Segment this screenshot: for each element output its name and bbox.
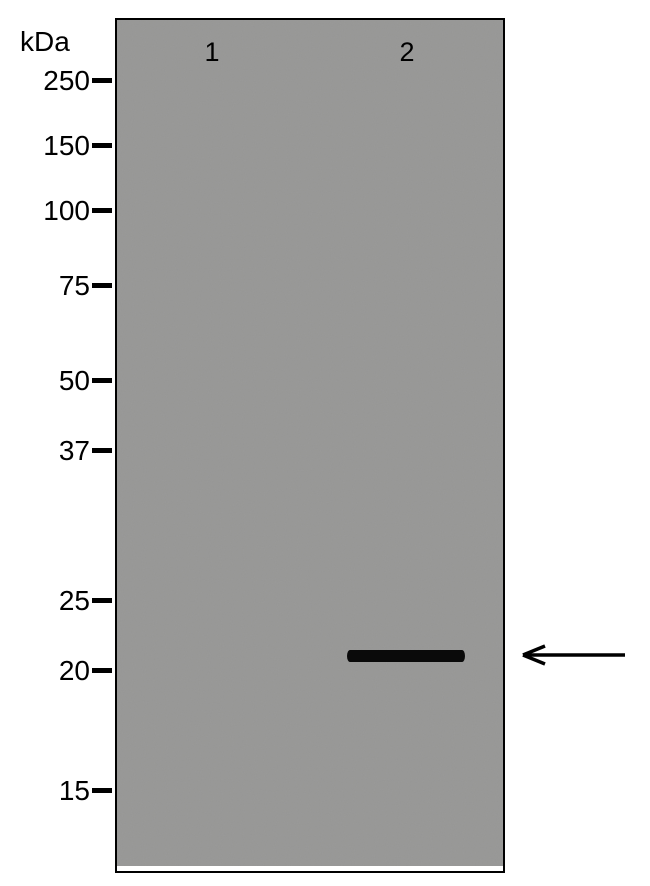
y-tick-mark: [92, 448, 112, 453]
y-tick-label: 150: [43, 130, 90, 162]
y-tick-mark: [92, 208, 112, 213]
y-tick-mark: [92, 598, 112, 603]
protein-band: [347, 650, 465, 662]
y-tick-mark: [92, 78, 112, 83]
y-tick-label: 25: [59, 585, 90, 617]
blot-membrane-background: [117, 20, 503, 866]
y-tick-mark: [92, 378, 112, 383]
y-axis-unit-label: kDa: [20, 26, 70, 58]
y-tick-label: 250: [43, 65, 90, 97]
y-tick-label: 15: [59, 775, 90, 807]
y-tick-label: 20: [59, 655, 90, 687]
y-tick-mark: [92, 143, 112, 148]
y-tick-mark: [92, 788, 112, 793]
y-tick-label: 75: [59, 270, 90, 302]
y-tick-label: 100: [43, 195, 90, 227]
lane-label: 2: [387, 37, 427, 68]
y-tick-mark: [92, 283, 112, 288]
blot-membrane-frame: 12: [115, 18, 505, 873]
y-tick-label: 50: [59, 365, 90, 397]
western-blot-figure: kDa 250150100755037252015 12: [0, 0, 650, 886]
band-indicator-arrow: [520, 642, 631, 668]
y-tick-mark: [92, 668, 112, 673]
y-tick-label: 37: [59, 435, 90, 467]
lane-label: 1: [192, 37, 232, 68]
